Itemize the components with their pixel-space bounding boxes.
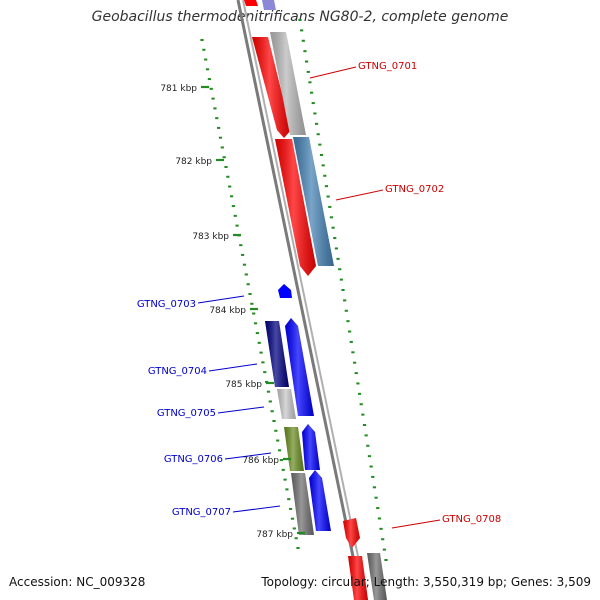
kbp-tick-label: 784 kbp — [209, 306, 246, 316]
gene-leader-line — [232, 505, 281, 513]
gene-label[interactable]: GTNG_0702 — [385, 184, 444, 195]
feature-gtng-0701-gray[interactable] — [270, 32, 306, 135]
feature-gtng-0702-blue[interactable] — [293, 137, 334, 266]
kbp-tick-label: 787 kbp — [256, 530, 293, 540]
gene-features — [244, 0, 387, 600]
gene-leader-line — [208, 363, 258, 372]
gene-label[interactable]: GTNG_0708 — [442, 514, 501, 525]
feature-gtng-0703[interactable] — [278, 284, 292, 298]
feature-gtng-0702-red[interactable] — [275, 139, 316, 276]
genome-backbone — [236, 0, 368, 600]
gene-labels: GTNG_0701 GTNG_0702 GTNG_0703 GTNG_0704 GTNG… — [137, 61, 501, 529]
gene-leader-line — [224, 452, 272, 460]
feature-gtng-0706-blue[interactable] — [302, 424, 320, 470]
gene-label[interactable]: GTNG_0701 — [358, 61, 417, 72]
gene-leader-line — [391, 519, 441, 529]
feature-gtng-0701-red[interactable] — [252, 37, 291, 138]
map-title: Geobacillus thermodenitrificans NG80-2, … — [91, 9, 509, 25]
feature-gtng-0704-blue[interactable] — [285, 318, 314, 416]
feature-gtng-0708[interactable] — [343, 518, 360, 548]
gene-label[interactable]: GTNG_0704 — [148, 366, 207, 377]
gene-leader-line — [217, 406, 265, 414]
accession-label: Accession: NC_009328 — [9, 575, 146, 589]
feature-gtng-0707-gray[interactable] — [291, 473, 314, 535]
feature-gtng-0704-navy[interactable] — [265, 321, 289, 387]
feature-gtng-0706-olive[interactable] — [284, 427, 304, 471]
gene-label[interactable]: GTNG_0707 — [172, 507, 231, 518]
gene-label[interactable]: GTNG_0706 — [164, 454, 223, 465]
genome-summary: Topology: circular; Length: 3,550,319 bp… — [261, 575, 591, 589]
feature-top-stub-red[interactable] — [244, 0, 258, 6]
feature-bottom-gray[interactable] — [367, 553, 387, 600]
feature-gtng-0705-gray[interactable] — [277, 389, 296, 419]
feature-top-stub-lavender[interactable] — [262, 0, 276, 10]
kbp-tick-label: 786 kbp — [242, 456, 279, 466]
gene-leader-line — [197, 295, 245, 304]
kbp-tick-label: 783 kbp — [192, 232, 229, 242]
gene-leader-line — [335, 189, 384, 201]
gene-leader-line — [309, 66, 357, 79]
tick-labels: 781 kbp 782 kbp 783 kbp 784 kbp 785 kbp 786 k… — [160, 84, 305, 540]
kbp-tick-label: 785 kbp — [225, 380, 262, 390]
kbp-tick-label: 782 kbp — [175, 157, 212, 167]
gene-label[interactable]: GTNG_0703 — [137, 299, 196, 310]
feature-gtng-0707-blue[interactable] — [309, 470, 331, 531]
kbp-tick-label: 781 kbp — [160, 84, 197, 94]
gene-label[interactable]: GTNG_0705 — [157, 408, 216, 419]
feature-bottom-red[interactable] — [348, 556, 368, 600]
tick-ruler-outer — [298, 19, 388, 561]
